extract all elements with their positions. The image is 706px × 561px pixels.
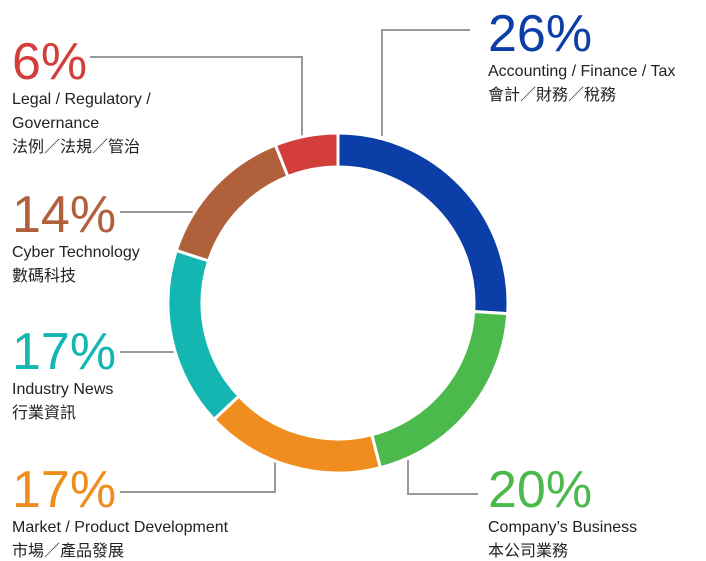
category-label-zh: 法例／法規／管治	[12, 139, 141, 156]
donut-segment	[166, 248, 241, 422]
category-label: Industry News	[12, 381, 114, 398]
category-label: Accounting / Finance / Tax	[488, 63, 676, 80]
donut-segment	[273, 131, 340, 179]
leader-line	[381, 29, 470, 136]
category-label: Company’s Business	[488, 519, 638, 536]
donut-segment	[336, 131, 510, 316]
category-label-zh: 數碼科技	[12, 268, 77, 285]
category-label-zh: 本公司業務	[488, 543, 569, 560]
donut-segment	[211, 393, 383, 475]
segment-label: 17% Industry News 行業資訊	[12, 326, 116, 426]
donut-segment	[174, 142, 290, 263]
segment-label: 20% Company’s Business 本公司業務	[488, 464, 637, 561]
percent-label: 17%	[12, 323, 117, 381]
category-label-zh: 會計／財務／稅務	[488, 87, 617, 104]
segment-label: 6% Legal / Regulatory / Governance 法例／法規／管…	[12, 36, 177, 160]
donut-segment	[369, 309, 510, 470]
category-label: Market / Product Development	[12, 519, 229, 536]
category-label-zh: 市場／產品發展	[12, 543, 125, 560]
category-label: Legal / Regulatory / Governance	[12, 91, 151, 132]
segment-label: 17% Market / Product Development 市場／產品發展	[12, 464, 228, 561]
percent-label: 14%	[12, 186, 117, 244]
percent-label: 26%	[488, 5, 593, 63]
leader-line	[407, 460, 478, 495]
segment-label: 26% Accounting / Finance / Tax 會計／財務／稅務	[488, 8, 675, 108]
leader-line	[120, 455, 276, 493]
leader-line	[90, 56, 303, 136]
percent-label: 20%	[488, 461, 593, 519]
category-label: Cyber Technology	[12, 244, 140, 261]
category-label-zh: 行業資訊	[12, 405, 77, 422]
percent-label: 6%	[12, 33, 88, 91]
percent-label: 17%	[12, 461, 117, 519]
segment-label: 14% Cyber Technology 數碼科技	[12, 189, 140, 289]
